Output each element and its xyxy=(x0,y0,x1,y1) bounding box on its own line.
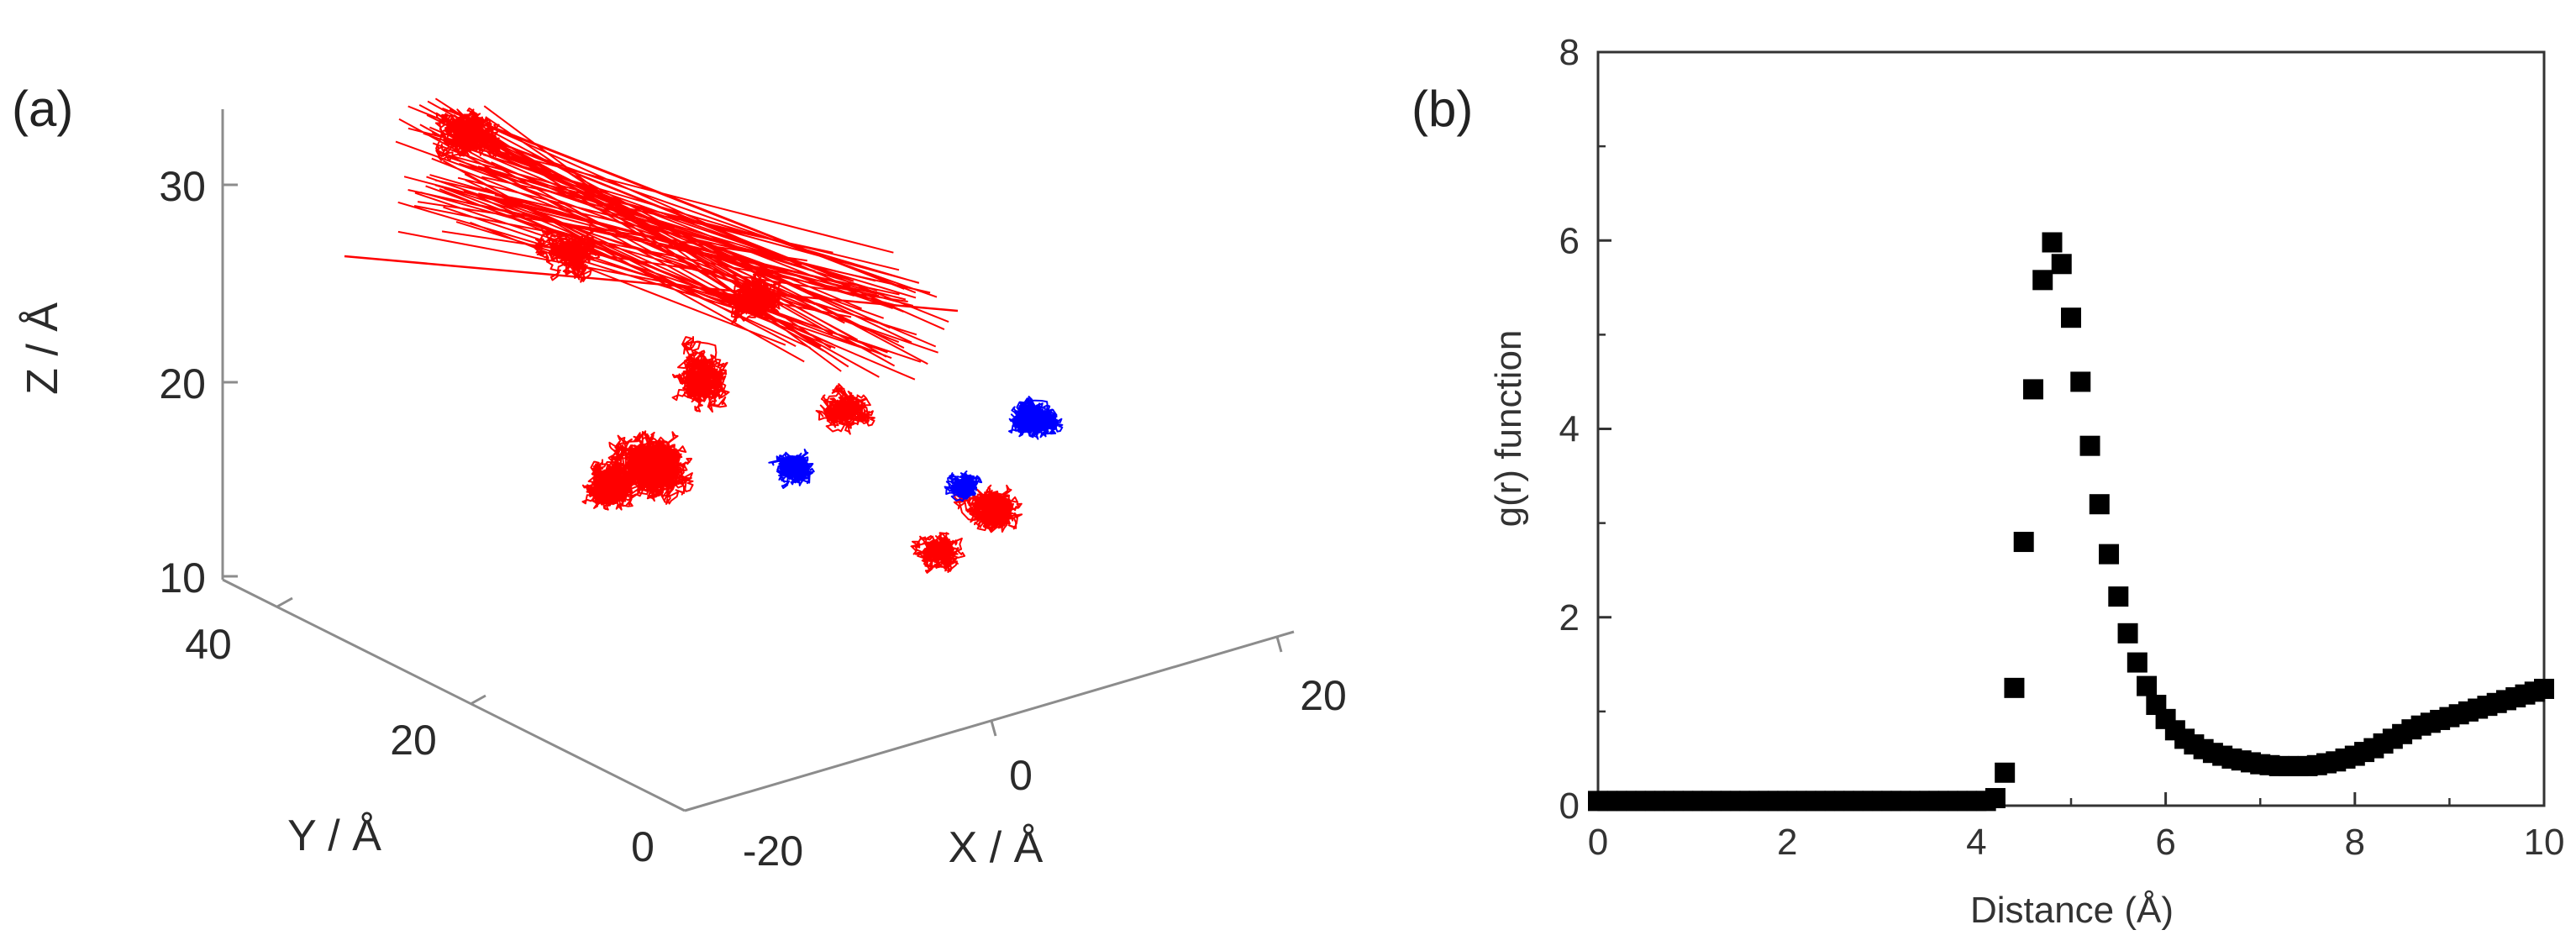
x-axis-title: Distance (Å) xyxy=(1970,890,2174,931)
data-point xyxy=(2079,435,2100,456)
trajectory-cluster xyxy=(434,108,502,162)
data-point xyxy=(2089,494,2110,515)
x-tick-label-20: 20 xyxy=(1300,672,1347,719)
data-point xyxy=(2117,623,2138,644)
y-axis-line xyxy=(222,578,686,812)
trajectory-cluster xyxy=(910,532,966,574)
y-axis-title: Y / Å xyxy=(287,812,381,860)
y-tick-40 xyxy=(276,596,293,608)
trajectory-cluster xyxy=(768,449,815,489)
x-tick-label-0: 0 xyxy=(1009,752,1033,799)
y-tick-label-0: 0 xyxy=(1559,785,1580,827)
data-point xyxy=(2099,544,2120,565)
data-point xyxy=(2534,678,2554,699)
y-tick-label-6: 6 xyxy=(1559,220,1580,261)
data-point xyxy=(2032,270,2053,291)
trajectory-cluster xyxy=(607,430,694,505)
data-point xyxy=(2013,532,2034,553)
x-tick-label-0: 0 xyxy=(1588,822,1608,863)
data-point xyxy=(2022,379,2043,400)
x-tick-label-8: 8 xyxy=(2345,822,2365,863)
trajectory-cluster xyxy=(953,484,1023,533)
trajectory-cluster xyxy=(1008,396,1064,440)
x-tick-20 xyxy=(1275,636,1283,653)
data-point xyxy=(2108,586,2129,607)
y-tick-label-2: 2 xyxy=(1559,597,1580,638)
data-point xyxy=(2070,371,2091,392)
trajectory-series-blue xyxy=(768,396,1064,502)
panel-b-label: (b) xyxy=(1412,81,1473,137)
y-ticks xyxy=(276,596,486,706)
data-point xyxy=(1985,788,2006,809)
data-point xyxy=(2137,675,2158,696)
trajectory-cluster xyxy=(728,273,782,324)
plot-frame xyxy=(1596,50,2546,807)
data-point xyxy=(2042,232,2063,253)
panel-a-3d-trajectory: (a) 10 20 30 0 20 40 -20 0 20 xyxy=(12,81,1347,875)
z-tick-label-10: 10 xyxy=(159,554,206,602)
z-axis-title: Z / Å xyxy=(18,302,67,395)
y-tick-label-0: 0 xyxy=(631,823,655,870)
y-axis-ticks: 0 2 4 6 8 xyxy=(1559,32,1611,827)
x-axis-ticks: 0 2 4 6 8 10 xyxy=(1588,792,2565,863)
data-point xyxy=(2004,677,2025,698)
x-tick-label-10: 10 xyxy=(2524,822,2565,863)
y-tick-label-40: 40 xyxy=(185,621,232,668)
y-axis-title: g(r) function xyxy=(1488,330,1529,528)
gr-data-points xyxy=(1588,232,2554,812)
trajectory-cluster xyxy=(671,336,730,413)
z-tick-label-20: 20 xyxy=(159,360,206,407)
trajectory-jump-line xyxy=(344,255,959,313)
data-point xyxy=(2127,652,2148,673)
x-axis-title: X / Å xyxy=(949,823,1044,872)
x-tick-0 xyxy=(990,720,997,737)
panel-b-gr-chart: (b) 0 2 4 6 8 10 0 2 4 6 8 Distance (Å) g(r) func… xyxy=(1412,32,2564,931)
trajectory-series-red xyxy=(344,97,1023,574)
y-tick-label-4: 4 xyxy=(1559,409,1580,450)
trajectory-cluster xyxy=(944,470,983,502)
x-tick-label-4: 4 xyxy=(1966,822,1986,863)
y-tick-20 xyxy=(470,694,486,706)
panel-a-label: (a) xyxy=(12,81,73,137)
z-ticks xyxy=(223,183,238,578)
y-tick-label-8: 8 xyxy=(1559,32,1580,73)
trajectory-jump-lines xyxy=(395,97,949,381)
trajectory-cluster xyxy=(532,225,601,283)
trajectory-cluster xyxy=(815,383,875,435)
z-tick-label-30: 30 xyxy=(159,163,206,210)
x-ticks xyxy=(990,636,1283,737)
x-axis-line xyxy=(684,630,1295,812)
trajectory-cluster xyxy=(581,456,636,511)
data-point xyxy=(1995,762,2016,783)
data-point xyxy=(2061,307,2081,328)
data-point xyxy=(2051,254,2072,275)
panel-a-axes xyxy=(221,109,1295,812)
x-tick-label-2: 2 xyxy=(1777,822,1797,863)
y-tick-label-20: 20 xyxy=(390,717,437,764)
x-tick-label-neg20: -20 xyxy=(743,828,803,875)
x-tick-label-6: 6 xyxy=(2155,822,2175,863)
